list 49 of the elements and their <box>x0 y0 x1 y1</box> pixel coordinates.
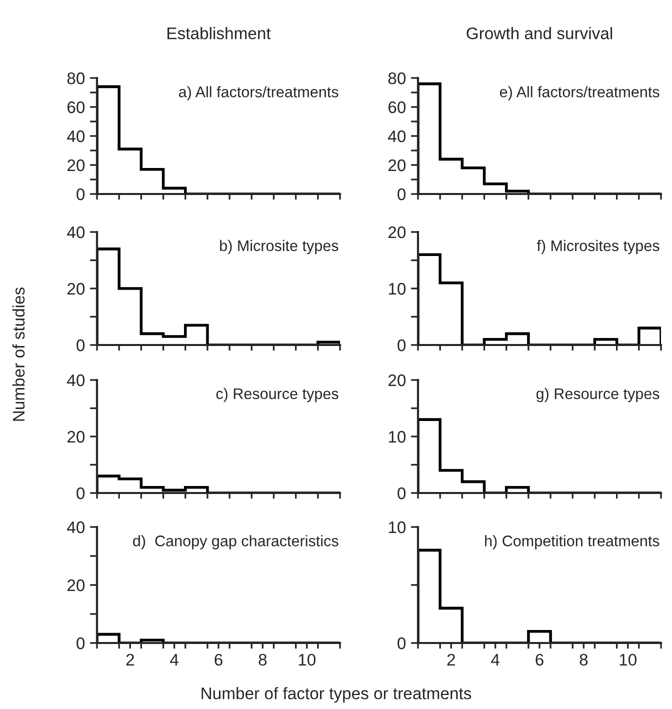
y-tick-label: 20 <box>67 282 85 295</box>
annotation: e) All factors/treatments <box>500 86 660 100</box>
x-tick-label: 4 <box>170 654 178 666</box>
x-tick-label: 8 <box>258 654 267 666</box>
annotation: a) All factors/treatments <box>178 86 338 100</box>
y-tick-label: 40 <box>67 130 85 142</box>
x-tick-label: 10 <box>298 654 316 666</box>
y-tick-label: 0 <box>398 487 406 500</box>
y-tick-label: 40 <box>388 130 406 142</box>
x-tick-label: 6 <box>536 654 544 666</box>
y-tick-label: 20 <box>388 374 406 386</box>
y-tick-label: 0 <box>76 188 85 200</box>
y-tick-label: 0 <box>398 637 406 650</box>
y-tick-label: 60 <box>68 101 85 114</box>
annotation: f) Microsites types <box>536 240 660 254</box>
y-tick-label: 20 <box>388 226 406 238</box>
y-tick-label: 20 <box>388 159 406 172</box>
x-tick-label: 8 <box>580 654 588 666</box>
x-tick-label: 6 <box>214 654 222 666</box>
x-tick-label: 4 <box>491 654 500 666</box>
x-axis-title: Number of factor types or treatments <box>202 687 472 703</box>
y-tick-label: 10 <box>388 430 406 443</box>
annotation: d) Canopy gap characteristics <box>133 535 338 550</box>
y-tick-label: 0 <box>398 339 406 352</box>
y-tick-label: 20 <box>67 430 85 443</box>
annotation: c) Resource types <box>216 388 338 402</box>
y-tick-label: 0 <box>398 188 406 200</box>
annotation: g) Resource types <box>536 388 660 402</box>
x-tick-label: 10 <box>620 654 636 666</box>
y-tick-label: 0 <box>76 487 85 500</box>
annotation: h) Competition treatments <box>485 535 660 550</box>
x-tick-label: 2 <box>447 654 455 666</box>
y-tick-label: 40 <box>67 521 85 534</box>
y-tick-label: 80 <box>67 72 85 84</box>
y-tick-label: 10 <box>388 521 406 534</box>
y-tick-label: 80 <box>388 72 406 84</box>
y-tick-label: 0 <box>76 637 85 650</box>
chart-title: Establishment <box>168 27 271 40</box>
y-tick-label: 60 <box>388 101 406 114</box>
annotation: b) Microsite types <box>220 240 338 254</box>
x-tick-label: 2 <box>126 654 134 666</box>
y-tick-label: 20 <box>67 159 85 172</box>
y-tick-label: 40 <box>67 226 85 238</box>
y-tick-label: 10 <box>388 282 406 295</box>
y-tick-label: 40 <box>67 374 85 386</box>
y-tick-label: 20 <box>67 579 85 592</box>
chart-title: Growth and survival <box>466 27 612 40</box>
y-axis-title: Number of studies <box>12 287 25 421</box>
y-tick-label: 0 <box>76 339 85 352</box>
